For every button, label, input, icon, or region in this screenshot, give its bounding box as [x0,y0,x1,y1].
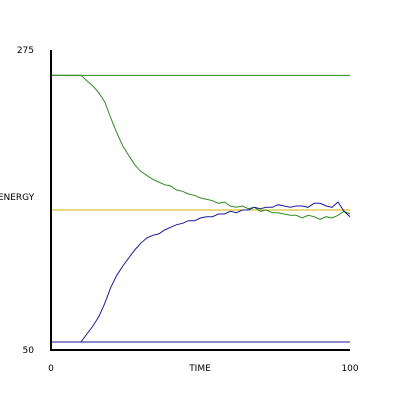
x-axis-label: TIME [188,364,211,374]
y-tick-label: 275 [17,46,34,56]
tick-labels: 275 50 0 100 [17,46,359,374]
y-tick-label: 50 [23,346,35,356]
y-axis-label: ENERGY [0,193,35,203]
series-lines [51,74,351,343]
x-tick-label: 0 [48,364,54,374]
reference-lines [51,74,350,343]
series-line-blue [51,201,351,343]
series-line-green [51,74,351,220]
x-tick-label: 100 [341,364,358,374]
